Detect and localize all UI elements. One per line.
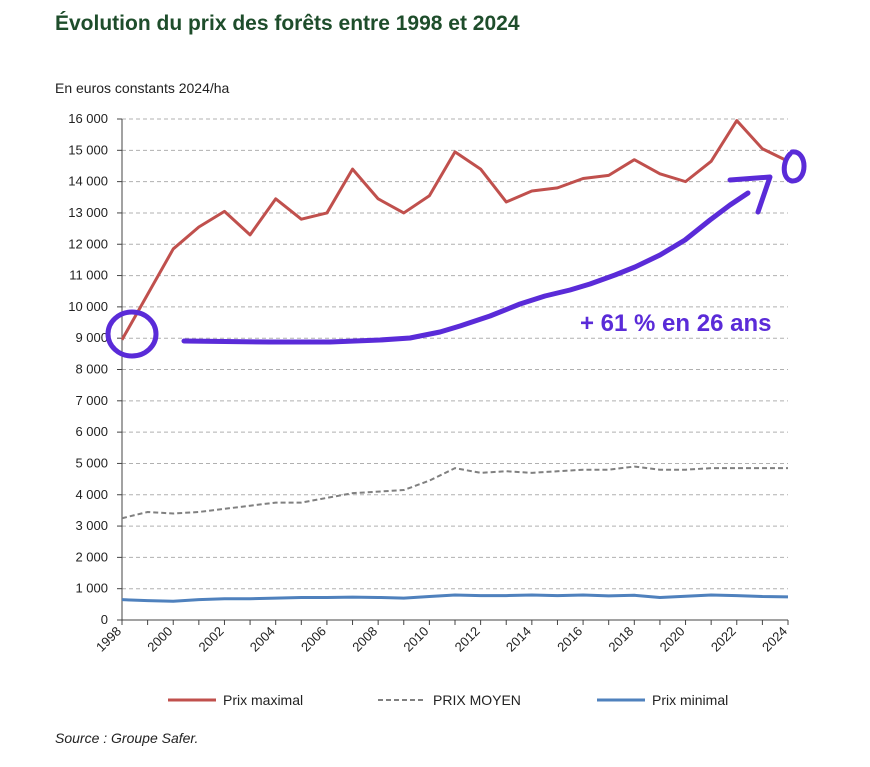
x-tick-label: 2006 (298, 624, 329, 655)
series-line-prix-moyen (121, 465, 788, 520)
gridlines (122, 118, 788, 590)
axes (117, 118, 789, 625)
chart-title: Évolution du prix des forêts entre 1998 … (55, 12, 520, 35)
y-tick-label: 4 000 (75, 487, 108, 502)
legend: Prix maximal PRIX MOYEN Prix minimal (168, 692, 728, 708)
legend-label: Prix minimal (652, 692, 728, 708)
start-circle-marker (105, 309, 159, 359)
y-tick-label: 1 000 (75, 581, 108, 596)
x-tick-label: 2018 (605, 624, 636, 655)
growth-arrow (181, 190, 751, 345)
y-tick-label: 13 000 (68, 205, 108, 220)
legend-label: PRIX MOYEN (433, 692, 521, 708)
y-axis-unit-label: En euros constants 2024/ha (55, 80, 230, 96)
legend-label: Prix maximal (223, 692, 303, 708)
y-tick-label: 14 000 (68, 174, 108, 189)
x-tick-label: 2012 (452, 624, 483, 655)
x-tick-label: 2008 (349, 624, 380, 655)
y-tick-label: 8 000 (75, 362, 108, 377)
y-tick-labels: 0 1 000 2 000 3 000 4 000 5 000 6 000 7 000 8 00… (68, 111, 108, 627)
y-tick-label: 6 000 (75, 424, 108, 439)
end-circle-marker (781, 149, 807, 184)
y-tick-label: 7 000 (75, 393, 108, 408)
x-tick-label: 2024 (759, 624, 790, 655)
x-tick-label: 1998 (93, 624, 124, 655)
x-tick-label: 2014 (503, 624, 534, 655)
y-tick-label: 16 000 (68, 111, 108, 126)
x-tick-label: 2020 (657, 624, 688, 655)
x-tick-label: 2000 (144, 624, 175, 655)
x-tick-label: 2002 (196, 624, 227, 655)
series-line-prix-minimal (121, 593, 789, 603)
hand-drawn-annotation: + 61 % en 26 ans (105, 149, 807, 359)
x-tick-label: 2004 (247, 624, 278, 655)
series-lines (120, 119, 789, 603)
x-tick-labels: 1998 2000 2002 2004 2006 2008 2010 2012 2014 2016… (93, 624, 790, 655)
y-tick-label: 5 000 (75, 455, 108, 470)
y-tick-label: 12 000 (68, 236, 108, 251)
x-tick-label: 2022 (708, 624, 739, 655)
y-tick-label: 3 000 (75, 518, 108, 533)
arrow-head (727, 174, 773, 215)
y-tick-label: 0 (101, 612, 108, 627)
x-tick-label: 2010 (400, 624, 431, 655)
growth-annotation-text: + 61 % en 26 ans (580, 310, 771, 337)
y-tick-label: 2 000 (75, 549, 108, 564)
y-tick-label: 10 000 (68, 299, 108, 314)
y-tick-label: 9 000 (75, 330, 108, 345)
x-tick-label: 2016 (554, 624, 585, 655)
source-note: Source : Groupe Safer. (55, 730, 199, 746)
y-tick-label: 11 000 (69, 268, 108, 283)
y-tick-label: 15 000 (68, 142, 108, 157)
